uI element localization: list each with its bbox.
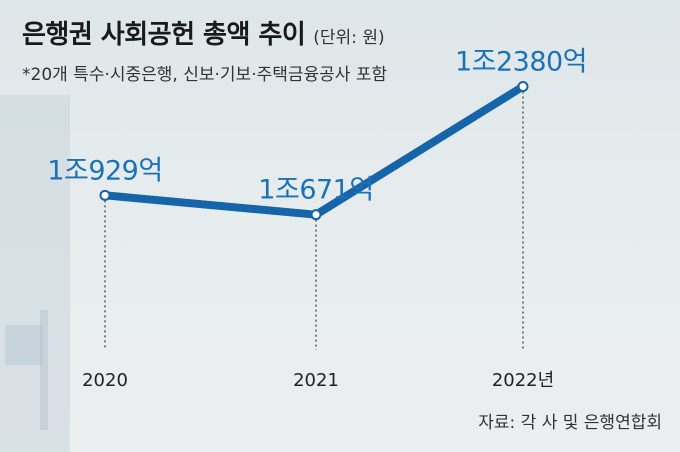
title-row: 은행권 사회공헌 총액 추이 (단위: 원) bbox=[22, 14, 385, 51]
data-label: 1조929억 bbox=[47, 155, 162, 186]
chart-title: 은행권 사회공헌 총액 추이 bbox=[22, 20, 306, 50]
x-tick-label: 2021 bbox=[293, 370, 339, 391]
footnote: *20개 특수·시중은행, 신보·기보·주택금융공사 포함 bbox=[22, 65, 388, 85]
data-label: 1조2380억 bbox=[455, 47, 587, 78]
background-photo bbox=[0, 95, 70, 452]
data-label: 1조671억 bbox=[258, 175, 373, 206]
background-sign bbox=[5, 325, 43, 365]
x-tick-label: 2022년 bbox=[492, 370, 554, 391]
unit-label: (단위: 원) bbox=[313, 28, 385, 48]
data-point bbox=[99, 189, 111, 201]
x-tick-label: 2020 bbox=[82, 370, 128, 391]
source-note: 자료: 각 사 및 은행연합회 bbox=[478, 413, 662, 433]
background-post bbox=[40, 310, 48, 430]
data-point bbox=[310, 209, 322, 221]
data-point bbox=[517, 81, 529, 92]
